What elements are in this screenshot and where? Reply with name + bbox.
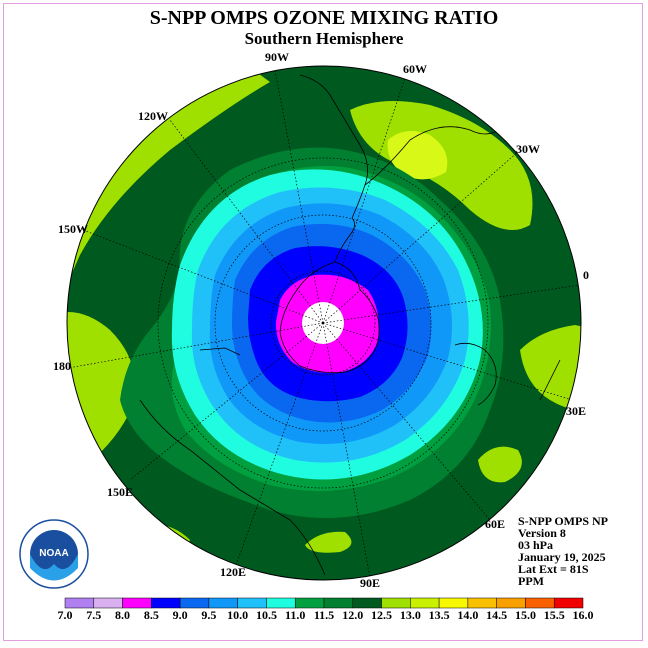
lon-label-60e: 60E xyxy=(485,517,505,531)
colorbar-label-13: 13.5 xyxy=(429,608,450,622)
colorbar-label-9: 11.5 xyxy=(314,608,334,622)
australia-coast xyxy=(139,399,326,576)
field-12-5-west-lower xyxy=(67,312,136,470)
colorbar-label-8: 11.0 xyxy=(285,608,305,622)
colorbar-label-14: 14.0 xyxy=(457,608,478,622)
map-field xyxy=(67,66,581,580)
info-line-version: Version 8 xyxy=(518,526,566,540)
colorbar-box-10 xyxy=(352,597,382,609)
colorbar-box-0 xyxy=(64,597,95,609)
south-america-east xyxy=(364,124,506,186)
lon-label-150e: 150E xyxy=(107,485,133,499)
colorbar-label-16: 15.0 xyxy=(515,608,536,622)
colorbar-box-1 xyxy=(93,597,123,609)
colorbar-box-9 xyxy=(323,597,354,609)
logo-text: NOAA xyxy=(39,548,68,559)
coastlines xyxy=(139,74,561,576)
madagascar-coast xyxy=(539,359,561,401)
colorbar-box-2 xyxy=(122,597,152,609)
colorbar-label-5: 9.5 xyxy=(201,608,216,622)
colorbar-box-15 xyxy=(496,597,526,609)
subtitle: Southern Hemisphere xyxy=(244,29,404,48)
info-line-instrument: S-NPP OMPS NP xyxy=(518,514,608,528)
lon-label-120w: 120W xyxy=(138,109,168,123)
info-line-date: January 19, 2025 xyxy=(518,550,606,564)
colorbar-box-13 xyxy=(438,597,469,609)
field-13-spot xyxy=(387,131,448,180)
colorbar-label-15: 14.5 xyxy=(486,608,507,622)
colorbar-label-18: 16.0 xyxy=(573,608,594,622)
info-line-unit: PPM xyxy=(518,574,544,588)
colorbar-box-11 xyxy=(381,597,411,609)
colorbar-box-12 xyxy=(410,597,440,609)
colorbar-box-6 xyxy=(237,597,267,609)
lon-label-0: 0 xyxy=(583,268,589,282)
meridians xyxy=(67,69,581,579)
figure-frame xyxy=(3,3,643,641)
info-line-lat-ext: Lat Ext = 81S xyxy=(518,562,589,576)
colorbar-label-2: 8.0 xyxy=(115,608,130,622)
lon-label-30w: 30W xyxy=(516,142,540,156)
antarctic-peninsula xyxy=(334,217,355,263)
colorbar-label-6: 10.0 xyxy=(227,608,248,622)
africa-coast xyxy=(454,342,497,406)
colorbar-label-4: 9.0 xyxy=(173,608,188,622)
colorbar-label-1: 7.5 xyxy=(86,608,101,622)
nz-coast xyxy=(199,347,241,356)
colorbar-box-5 xyxy=(208,597,238,609)
lon-label-90e: 90E xyxy=(360,576,380,590)
lon-label-120e: 120E xyxy=(220,565,246,579)
colorbar-box-4 xyxy=(179,597,210,609)
colorbar-label-7: 10.5 xyxy=(256,608,277,622)
colorbar-label-0: 7.0 xyxy=(58,608,73,622)
colorbar-box-3 xyxy=(151,597,181,609)
colorbar-label-17: 15.5 xyxy=(544,608,565,622)
colorbar-box-8 xyxy=(294,597,325,609)
lon-label-150w: 150W xyxy=(58,222,88,236)
colorbar-label-12: 13.0 xyxy=(400,608,421,622)
colorbar: 7.0 7.5 8.0 8.5 9.0 9.5 10.0 10.5 11.0 11.5 12.0 12… xyxy=(58,597,594,622)
map-boundary xyxy=(66,65,582,581)
colorbar-box-16 xyxy=(525,597,555,609)
lon-label-30e: 30E xyxy=(566,404,586,418)
field-12-5-se xyxy=(478,446,522,483)
lon-label-90w: 90W xyxy=(265,50,289,64)
colorbar-label-11: 12.5 xyxy=(371,608,392,622)
main-title: S-NPP OMPS OZONE MIXING RATIO xyxy=(149,7,499,29)
colorbar-box-17 xyxy=(553,597,584,609)
colorbar-box-14 xyxy=(467,597,497,609)
info-line-pressure: 03 hPa xyxy=(518,538,554,552)
field-12-5-south xyxy=(305,531,352,553)
latitude-circles xyxy=(157,157,489,489)
south-america-coast xyxy=(299,74,368,219)
noaa-logo: NOAA xyxy=(19,519,89,589)
colorbar-label-3: 8.5 xyxy=(144,608,159,622)
antarctica-coast xyxy=(279,261,380,374)
lon-label-60w: 60W xyxy=(403,62,427,76)
colorbar-label-10: 12.0 xyxy=(342,608,363,622)
polar-map: 90W 60W 30W 0 30E 60E 90E 120E 150E 180 … xyxy=(53,50,589,590)
lon-label-180: 180 xyxy=(53,359,71,373)
colorbar-box-7 xyxy=(266,597,296,609)
